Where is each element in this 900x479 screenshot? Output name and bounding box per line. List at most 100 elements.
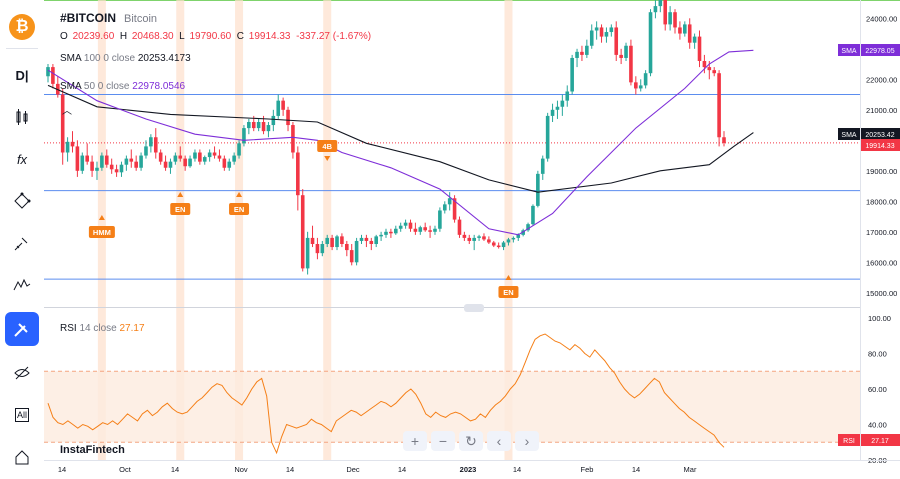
candle-body [149,137,153,147]
candle-body [173,155,178,162]
highlight-column [235,0,244,460]
candle-body [550,109,555,116]
fx-indicators-icon[interactable]: fx [16,151,28,167]
candle-body [526,224,530,231]
candle-body [46,67,50,77]
candle-body [134,161,138,168]
candle-body [658,0,663,7]
candle-body [447,198,452,205]
time-tick-label: Mar [684,465,697,474]
bitcoin-logo-icon[interactable]: ₿ [9,14,35,40]
zoom-out-button[interactable]: − [431,431,455,451]
candle-body [521,230,525,235]
candle-body [202,157,207,162]
event-markers: HMM EN EN EN 4B [88,140,519,298]
candle-body [604,32,609,37]
scroll-left-button[interactable]: ‹ [487,431,511,451]
legend-rsi[interactable]: RSI 14 close 27.17 [60,323,145,334]
low-value: 19790.60 [189,31,232,42]
candle-body [673,12,677,28]
candle-body [227,161,232,168]
candle-body [85,155,89,162]
price-tag-box [861,139,900,151]
time-tick-label: Nov [234,465,248,474]
price-tag-value: 19914.33 [865,143,894,150]
scroll-right-button[interactable]: › [515,431,539,451]
candle-body [516,234,521,238]
candle-body [433,228,437,232]
candle-body [207,152,212,158]
candle-body [212,152,217,156]
brush-tool-icon[interactable] [5,226,39,260]
legend-sma100[interactable]: SMA 100 0 close 20253.4173 [60,53,191,64]
candle-body [168,161,173,168]
candle-body [163,161,168,168]
toolbar-divider [6,48,38,49]
price-tick-label: 15000.00 [866,289,897,298]
candle-body [487,239,491,243]
candle-body [261,122,266,132]
candle-body [668,12,672,25]
rsi-tag-name [838,434,860,446]
candle-body [114,169,119,173]
event-marker-label: EN [234,205,244,214]
home-icon[interactable] [5,440,39,474]
rsi-tick-label: 100.00 [868,314,891,323]
candles-tool-icon[interactable] [5,100,39,134]
candle-body [75,146,80,171]
time-tick-label: 14 [286,465,294,474]
candle-body [222,158,227,168]
candle-body [178,155,183,159]
price-tick-label: 17000.00 [866,228,897,237]
event-marker-label: 4B [322,142,332,151]
pane-resize-handle[interactable] [464,304,484,312]
candle-body [707,67,712,71]
candle-body [624,45,628,58]
candle-body [335,236,339,248]
rsi-tag-label: RSI [843,438,855,445]
high-value: 20468.30 [131,31,174,42]
rsi-tag-value: 27.17 [871,438,889,445]
candle-body [408,222,413,229]
price-axis-labels: SMA 22978.05 SMA 20253.42 19914.33 [838,44,900,151]
trash-all-icon[interactable]: All [14,408,29,422]
candle-body [354,240,359,263]
legend-sma50[interactable]: SMA 50 0 close 22978.0546 [60,81,186,92]
rsi-value: 27.17 [119,323,145,334]
candle-body [560,100,565,107]
sma100-line [47,84,754,193]
candle-body [457,219,462,235]
time-tick-label: 14 [632,465,640,474]
time-tick-label: 2023 [460,465,477,474]
patterns-tool-icon[interactable] [5,268,39,302]
candle-body [594,27,599,31]
candle-body [506,239,511,243]
price-tag-label: SMA [841,132,857,139]
candle-body [722,137,726,143]
reset-chart-button[interactable]: ↻ [459,431,483,451]
candle-body [717,73,721,138]
text-tool-icon[interactable]: D| [15,67,29,83]
magnet-tool-icon[interactable] [5,312,39,346]
candle-body [609,27,614,33]
candle-body [124,158,129,165]
highlight-column [176,0,185,460]
instrument-name: Bitcoin [124,13,158,25]
eye-off-icon[interactable] [5,356,39,390]
drawing-tool-icon[interactable] [5,184,39,218]
candle-body [100,155,104,168]
candle-body [60,94,65,153]
candle-body [540,158,545,174]
price-tick-label: 24000.00 [866,14,897,23]
candle-body [398,225,403,229]
candle-body [599,27,604,37]
zoom-in-button[interactable]: + [403,431,427,451]
candle-body [575,51,579,58]
candle-body [643,73,648,86]
candle-body [266,125,271,132]
collapse-legend-icon[interactable]: ︿ [62,106,72,117]
candle-body [291,125,295,153]
candle-body [555,106,560,110]
